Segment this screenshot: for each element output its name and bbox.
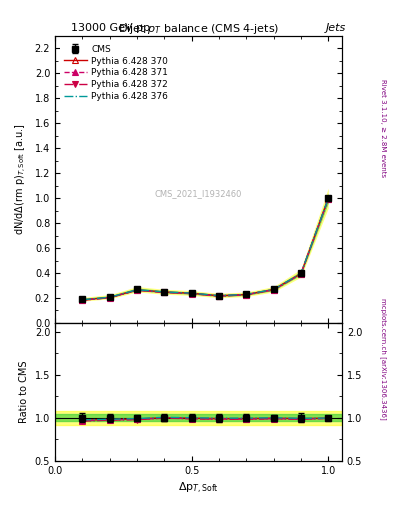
Pythia 6.428 370: [162, 289, 167, 295]
Legend: CMS, Pythia 6.428 370, Pythia 6.428 371, Pythia 6.428 372, Pythia 6.428 376: CMS, Pythia 6.428 370, Pythia 6.428 371,…: [59, 40, 173, 105]
X-axis label: $\Delta{\rm p}_{T,\rm Soft}$: $\Delta{\rm p}_{T,\rm Soft}$: [178, 481, 219, 496]
Pythia 6.428 372: [217, 293, 221, 299]
Text: Rivet 3.1.10, ≥ 2.8M events: Rivet 3.1.10, ≥ 2.8M events: [380, 79, 386, 177]
Text: 13000 GeV pp: 13000 GeV pp: [71, 23, 150, 33]
Text: CMS_2021_I1932460: CMS_2021_I1932460: [155, 189, 242, 198]
Pythia 6.428 376: [326, 196, 331, 202]
Bar: [55, 414, 342, 421]
Pythia 6.428 376: [217, 292, 221, 298]
Pythia 6.428 372: [135, 287, 140, 293]
Y-axis label: Ratio to CMS: Ratio to CMS: [19, 360, 29, 423]
Pythia 6.428 376: [107, 294, 112, 301]
Bar: [55, 411, 342, 424]
Title: Dijet $p_T$ balance (CMS 4-jets): Dijet $p_T$ balance (CMS 4-jets): [118, 22, 279, 36]
Pythia 6.428 372: [107, 295, 112, 301]
Line: Pythia 6.428 376: Pythia 6.428 376: [83, 199, 328, 300]
Pythia 6.428 372: [189, 291, 194, 297]
Pythia 6.428 370: [80, 297, 85, 303]
Pythia 6.428 370: [135, 287, 140, 293]
Pythia 6.428 371: [217, 293, 221, 299]
Pythia 6.428 370: [271, 286, 276, 292]
Pythia 6.428 372: [162, 289, 167, 295]
Line: Pythia 6.428 371: Pythia 6.428 371: [79, 196, 331, 303]
Pythia 6.428 371: [299, 271, 303, 277]
Pythia 6.428 371: [326, 196, 331, 202]
Text: mcplots.cern.ch [arXiv:1306.3436]: mcplots.cern.ch [arXiv:1306.3436]: [380, 297, 387, 419]
Pythia 6.428 376: [271, 286, 276, 292]
Line: Pythia 6.428 370: Pythia 6.428 370: [79, 196, 331, 303]
Pythia 6.428 376: [189, 290, 194, 296]
Pythia 6.428 372: [299, 271, 303, 277]
Pythia 6.428 371: [162, 289, 167, 295]
Pythia 6.428 370: [217, 293, 221, 299]
Pythia 6.428 376: [162, 289, 167, 295]
Pythia 6.428 372: [80, 297, 85, 303]
Pythia 6.428 376: [244, 291, 249, 297]
Pythia 6.428 370: [189, 290, 194, 296]
Pythia 6.428 371: [271, 287, 276, 293]
Pythia 6.428 370: [107, 294, 112, 301]
Pythia 6.428 371: [135, 287, 140, 293]
Pythia 6.428 370: [299, 270, 303, 276]
Pythia 6.428 376: [299, 270, 303, 276]
Y-axis label: dN/d$\Delta$(rm p)$_{T,\rm Soft}$ [a.u.]: dN/d$\Delta$(rm p)$_{T,\rm Soft}$ [a.u.]: [14, 123, 29, 236]
Pythia 6.428 371: [107, 294, 112, 301]
Pythia 6.428 376: [135, 287, 140, 293]
Pythia 6.428 370: [244, 291, 249, 297]
Text: Jets: Jets: [325, 23, 346, 33]
Pythia 6.428 370: [326, 196, 331, 202]
Pythia 6.428 371: [189, 290, 194, 296]
Pythia 6.428 371: [80, 297, 85, 303]
Pythia 6.428 371: [244, 292, 249, 298]
Pythia 6.428 372: [244, 292, 249, 298]
Pythia 6.428 372: [326, 196, 331, 202]
Pythia 6.428 376: [80, 296, 85, 303]
Line: Pythia 6.428 372: Pythia 6.428 372: [79, 197, 331, 303]
Pythia 6.428 372: [271, 287, 276, 293]
